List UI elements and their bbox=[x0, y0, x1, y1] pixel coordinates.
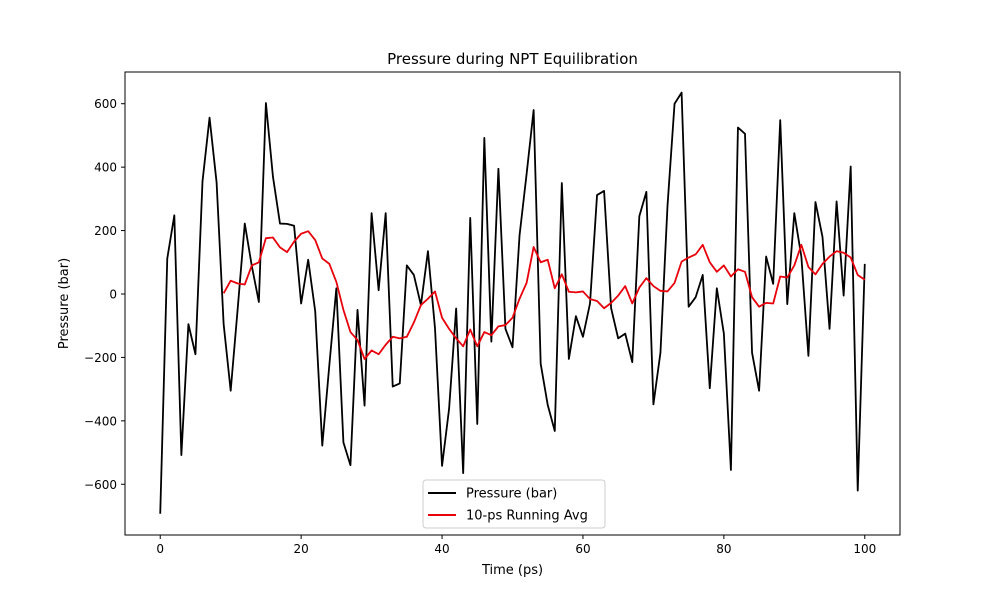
y-tick-label: 600 bbox=[94, 97, 117, 111]
x-tick-label: 100 bbox=[853, 542, 876, 556]
x-tick-label: 40 bbox=[434, 542, 449, 556]
y-tick-label: −600 bbox=[84, 478, 117, 492]
y-tick-label: 0 bbox=[109, 287, 117, 301]
y-axis-label: Pressure (bar) bbox=[57, 258, 72, 349]
series-line-0 bbox=[159, 91, 866, 514]
legend-label-running-avg: 10-ps Running Avg bbox=[466, 509, 588, 524]
chart-title: Pressure during NPT Equilibration bbox=[387, 50, 638, 68]
x-axis: 0 20 40 60 80 100 bbox=[156, 535, 876, 556]
x-tick-label: 20 bbox=[293, 542, 308, 556]
plot-area bbox=[159, 91, 866, 514]
y-tick-label: 200 bbox=[94, 224, 117, 238]
plot-frame bbox=[124, 71, 901, 536]
x-tick-label: 60 bbox=[575, 542, 590, 556]
legend-label-pressure: Pressure (bar) bbox=[466, 487, 557, 502]
y-axis: −600 −400 −200 0 200 400 600 bbox=[84, 97, 125, 492]
x-tick-label: 80 bbox=[716, 542, 731, 556]
y-tick-label: −400 bbox=[84, 414, 117, 428]
y-tick-label: −200 bbox=[84, 351, 117, 365]
legend: Pressure (bar) 10-ps Running Avg bbox=[422, 479, 606, 529]
legend-box bbox=[422, 479, 606, 529]
x-axis-label: Time (ps) bbox=[481, 563, 543, 578]
x-tick-label: 0 bbox=[156, 542, 164, 556]
y-tick-label: 400 bbox=[94, 161, 117, 175]
series-line-1 bbox=[222, 230, 866, 360]
